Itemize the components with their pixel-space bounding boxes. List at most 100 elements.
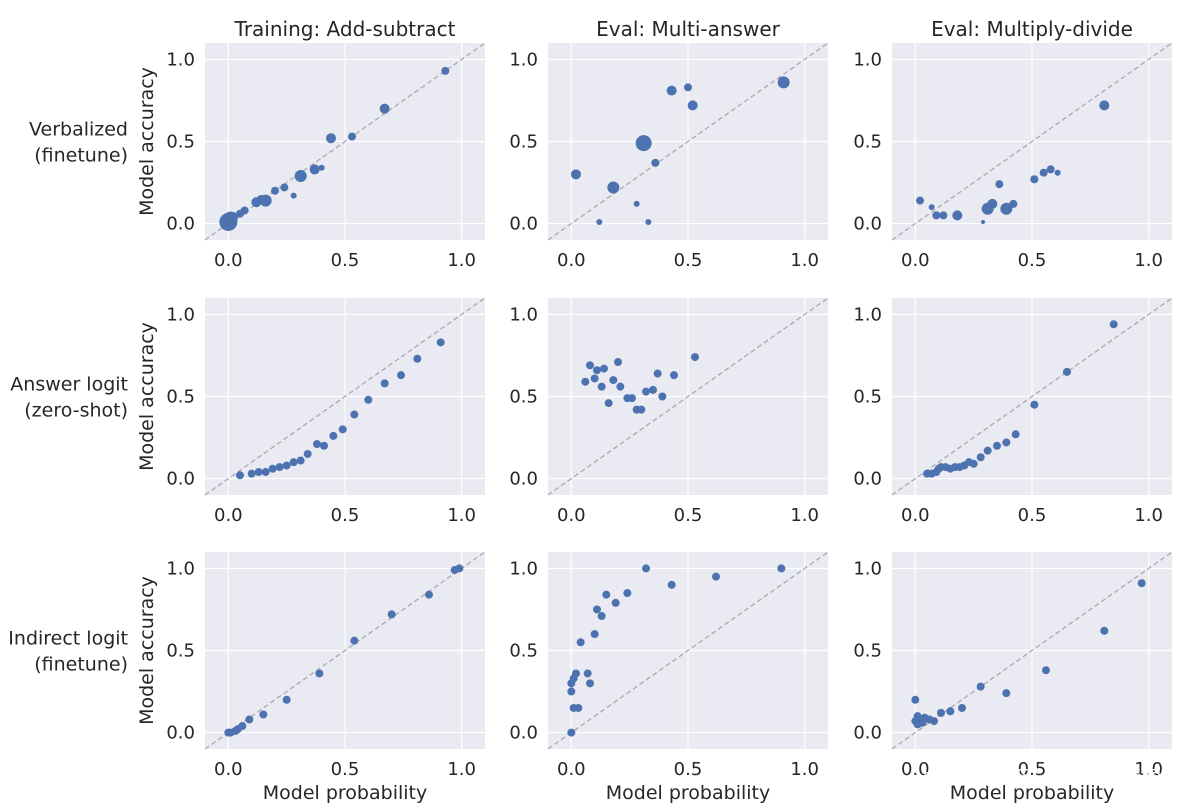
data-point (1046, 165, 1055, 174)
x-tick-label: 1.0 (447, 505, 476, 526)
y-tick-label: 0.0 (509, 723, 538, 744)
data-point (637, 405, 646, 414)
diagonal-reference-line (204, 551, 486, 750)
data-point (1030, 175, 1039, 184)
data-point (987, 198, 998, 209)
data-point (1000, 202, 1013, 215)
data-point (586, 361, 594, 370)
data-point (930, 717, 938, 726)
data-point (691, 353, 699, 362)
data-point (995, 180, 1004, 189)
data-point (590, 630, 599, 639)
data-point (313, 440, 321, 449)
data-point (290, 192, 297, 199)
x-tick-label: 1.0 (447, 759, 476, 780)
x-tick-label: 1.0 (1134, 505, 1163, 526)
diagonal-reference-line (204, 42, 486, 241)
data-point (441, 66, 450, 75)
data-point (604, 399, 613, 408)
data-point (597, 382, 606, 391)
data-point (593, 605, 601, 614)
y-tick-label: 0.5 (166, 387, 195, 408)
y-tick-label: 1.0 (853, 304, 882, 325)
row-label: Answer logit (10, 374, 128, 396)
data-point (315, 669, 324, 678)
y-tick-label: 0.0 (853, 214, 882, 235)
data-point (946, 707, 955, 716)
panel-r3-c3: 0.0 0.5 1.0 0.0 0.5 1.0 Model probability (853, 551, 1173, 804)
data-point (379, 103, 390, 114)
row-label: (finetune) (34, 145, 128, 167)
row-label: (zero-shot) (24, 400, 128, 422)
data-point (981, 219, 985, 224)
data-point (247, 469, 256, 478)
data-point (318, 164, 325, 171)
data-point (939, 211, 948, 220)
data-point (350, 636, 359, 645)
data-point (576, 638, 585, 647)
x-tick-label: 0.0 (214, 250, 243, 271)
data-point (1002, 689, 1011, 698)
data-point (380, 379, 389, 388)
data-point (259, 194, 272, 207)
data-point (240, 206, 249, 215)
y-tick-label: 0.5 (509, 132, 538, 153)
data-point (280, 183, 289, 192)
y-tick-label: 0.0 (509, 214, 538, 235)
watermark-text: 掘金技术社区 @ AI决策者洞察 (921, 767, 1180, 789)
x-axis-label: Model probability (606, 782, 770, 804)
x-tick-label: 0.0 (901, 759, 930, 780)
x-axis-label: Model probability (263, 782, 427, 804)
x-tick-label: 1.0 (1134, 250, 1163, 271)
data-point (1042, 666, 1050, 675)
data-point (614, 358, 622, 367)
data-point (275, 463, 284, 472)
x-tick-label: 0.5 (331, 250, 360, 271)
y-tick-label: 1.0 (166, 49, 195, 70)
data-point (228, 212, 238, 223)
column-title: Eval: Multiply-divide (931, 17, 1133, 41)
row-label: (finetune) (34, 654, 128, 676)
data-point (602, 590, 611, 599)
data-point (583, 669, 592, 678)
y-tick-label: 1.0 (166, 558, 195, 579)
data-point (607, 181, 620, 194)
data-point (350, 410, 359, 419)
data-point (976, 682, 985, 691)
y-tick-label: 0.5 (509, 387, 538, 408)
data-point (436, 338, 445, 347)
data-point (294, 169, 307, 182)
data-point (969, 459, 978, 468)
y-tick-label: 0.5 (853, 387, 882, 408)
x-tick-label: 1.0 (447, 250, 476, 271)
x-tick-label: 1.0 (1134, 759, 1163, 780)
data-point (1011, 430, 1020, 439)
data-point (1100, 626, 1109, 635)
panel-r3-c2: 0.0 0.5 1.0 0.0 0.5 1.0 Model probability (509, 551, 829, 804)
data-point (413, 354, 422, 363)
y-tick-label: 0.5 (509, 641, 538, 662)
data-point (649, 385, 657, 394)
panel-r2-c2: 0.0 0.5 1.0 0.0 0.5 1.0 (509, 297, 829, 526)
x-tick-label: 0.5 (1018, 250, 1047, 271)
data-point (289, 458, 298, 467)
y-axis-label: Model accuracy (136, 576, 158, 725)
y-tick-label: 0.5 (853, 132, 882, 153)
data-point (387, 610, 396, 619)
data-point (296, 456, 305, 465)
data-point (687, 100, 698, 111)
data-point (635, 135, 652, 152)
data-point (571, 169, 581, 180)
diagonal-reference-line (547, 551, 829, 750)
data-point (642, 387, 650, 396)
data-point (712, 572, 720, 581)
x-tick-label: 0.5 (1018, 505, 1047, 526)
data-point (596, 218, 603, 225)
y-tick-label: 0.5 (166, 132, 195, 153)
data-point (651, 158, 660, 167)
panel-r1-c1: 0.0 0.5 1.0 0.0 0.5 1.0 Model accuracy (136, 42, 486, 271)
data-point (282, 461, 291, 470)
data-point (397, 371, 405, 380)
data-point (455, 564, 464, 573)
